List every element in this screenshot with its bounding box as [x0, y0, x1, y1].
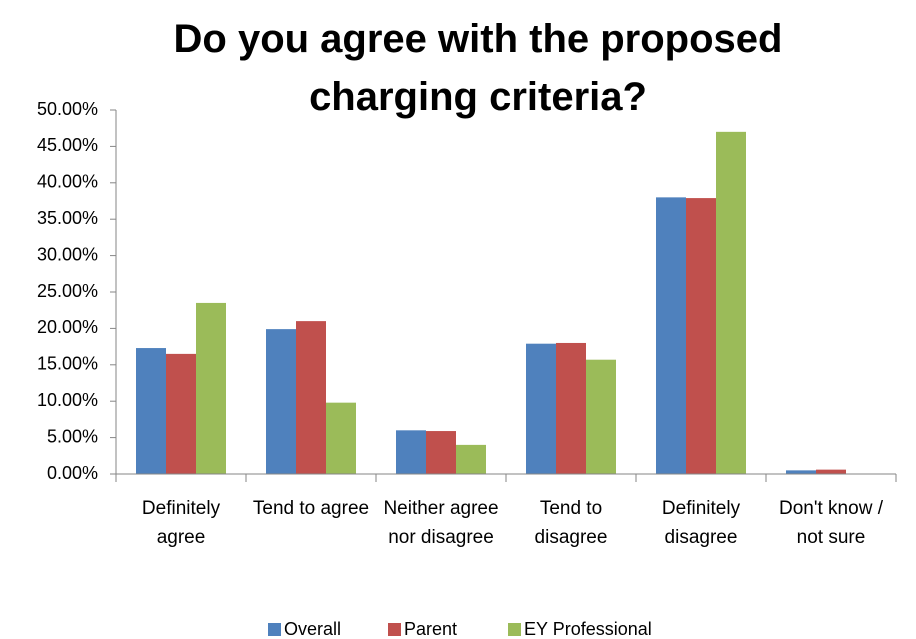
bar: [296, 321, 326, 474]
y-tick-label: 5.00%: [47, 426, 98, 446]
legend-swatch: [508, 623, 521, 636]
x-tick-label: Don't know / not sure: [779, 498, 883, 548]
y-tick-label: 20.00%: [37, 317, 98, 337]
x-tick-label: Definitely agree: [141, 498, 221, 548]
x-tick-label: Neither agree nor disagree: [383, 498, 499, 548]
bar: [686, 198, 716, 474]
y-tick-label: 45.00%: [37, 135, 98, 155]
y-tick-label: 0.00%: [47, 463, 98, 483]
y-tick-label: 15.00%: [37, 354, 98, 374]
legend-label: Parent: [404, 619, 457, 639]
legend-label: Overall: [284, 619, 341, 639]
bar: [196, 302, 226, 474]
bar: [136, 348, 166, 474]
bar: [456, 444, 486, 474]
bar: [556, 342, 586, 474]
bar: [586, 359, 616, 474]
bar: [166, 353, 196, 474]
y-tick-label: 35.00%: [37, 208, 98, 228]
legend-swatch: [388, 623, 401, 636]
legend-label: EY Professional: [524, 619, 652, 639]
legend-swatch: [268, 623, 281, 636]
y-tick-label: 10.00%: [37, 390, 98, 410]
x-tick-label: Tend to agree: [252, 498, 370, 519]
y-tick-label: 25.00%: [37, 281, 98, 301]
x-tick-label: Tend to disagree: [534, 498, 608, 548]
bar: [326, 402, 356, 474]
y-tick-label: 30.00%: [37, 244, 98, 264]
x-tick-label: Definitely disagree: [661, 498, 741, 548]
bar: [716, 131, 746, 474]
bar: [786, 470, 816, 474]
bar: [426, 431, 456, 474]
bar: [816, 469, 846, 474]
chart-title: Do you agree with the proposed charging …: [173, 17, 783, 119]
bar: [266, 329, 296, 474]
bar: [526, 343, 556, 474]
y-tick-label: 50.00%: [37, 99, 98, 119]
y-tick-label: 40.00%: [37, 172, 98, 192]
bar: [656, 197, 686, 475]
bar: [396, 430, 426, 474]
